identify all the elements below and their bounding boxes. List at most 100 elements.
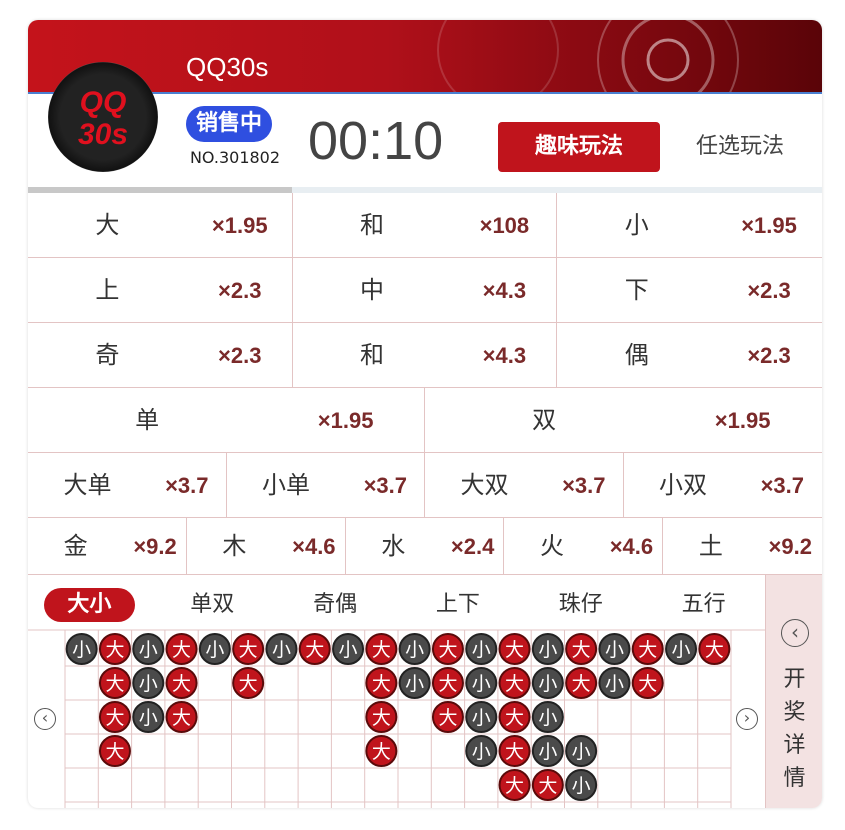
bet-label: 双 <box>532 406 557 434</box>
road-bead-text: 小 <box>139 673 158 695</box>
road-bead-text: 大 <box>705 639 724 661</box>
bet-label: 中 <box>360 276 385 304</box>
road-bead-text: 小 <box>572 741 591 763</box>
road-bead <box>365 701 398 733</box>
bet-label: 大 <box>95 211 120 239</box>
road-bead <box>365 667 398 699</box>
road-bead-text: 小 <box>538 741 557 763</box>
bet-label: 上 <box>95 276 120 304</box>
bet-odds: ×2.4 <box>450 534 495 559</box>
scroll-right[interactable]: › <box>736 708 758 730</box>
bet-odds: ×108 <box>479 213 530 238</box>
header-band <box>28 20 822 94</box>
odds-cell[interactable]: 火 ×4.6 <box>504 518 664 575</box>
road-bead <box>132 667 165 699</box>
odds-cell[interactable]: 金 ×9.2 <box>28 518 187 575</box>
road-tab[interactable]: 大小 <box>44 588 135 622</box>
road-bead-text: 小 <box>139 639 158 661</box>
odds-cell[interactable]: 上 ×2.3 <box>28 258 293 323</box>
road-bead <box>132 701 165 733</box>
bet-odds: ×2.3 <box>747 343 791 368</box>
odds-cell[interactable]: 单 ×1.95 <box>28 388 425 453</box>
road-bead-text: 小 <box>472 639 491 661</box>
mode-button[interactable]: 任选玩法 <box>695 134 784 159</box>
odds-cell[interactable]: 中 ×4.3 <box>292 258 558 323</box>
road-tab[interactable]: 单双 <box>190 592 235 617</box>
road-bead <box>598 633 631 665</box>
odds-cell[interactable]: 小 ×1.95 <box>557 193 822 258</box>
bet-label: 小双 <box>659 471 708 499</box>
road-bead <box>565 769 598 801</box>
bet-odds: ×3.7 <box>562 473 606 498</box>
bet-odds: ×3.7 <box>760 473 805 498</box>
road-bead <box>265 633 298 665</box>
game-title: QQ30s <box>186 52 269 82</box>
road-bead-text: 大 <box>172 639 191 661</box>
bet-label: 木 <box>222 532 247 560</box>
bet-odds: ×4.6 <box>292 534 336 559</box>
header-decoration <box>437 20 739 92</box>
issue-number: NO.301802 <box>189 148 281 167</box>
road-bead <box>332 633 365 665</box>
scroll-left[interactable]: ‹ <box>34 708 56 730</box>
mode-button[interactable]: 趣味玩法 <box>498 122 660 172</box>
odds-cell[interactable]: 小单 ×3.7 <box>226 453 425 518</box>
bet-label: 大单 <box>63 471 112 499</box>
odds-cell[interactable]: 奇 ×2.3 <box>28 323 293 388</box>
bet-label: 小 <box>624 211 649 239</box>
odds-cell[interactable]: 大双 ×3.7 <box>425 453 624 518</box>
road-bead <box>431 667 464 699</box>
odds-cell[interactable]: 和 ×108 <box>292 193 558 258</box>
bet-label: 奇 <box>95 341 120 369</box>
road-bead <box>565 735 598 767</box>
road-bead-text: 小 <box>472 673 491 695</box>
odds-cell[interactable]: 木 ×4.6 <box>186 518 346 575</box>
progress-bar <box>28 187 822 193</box>
road-bead-text: 大 <box>505 707 524 729</box>
road-bead <box>698 633 731 665</box>
road-bead-text: 大 <box>538 775 557 797</box>
road-bead <box>465 667 498 699</box>
odds-cell[interactable]: 水 ×2.4 <box>345 518 505 575</box>
road-bead <box>232 633 265 665</box>
odds-cell[interactable]: 下 ×2.3 <box>557 258 822 323</box>
odds-cell[interactable]: 土 ×9.2 <box>663 518 822 575</box>
road-bead-text: 大 <box>105 639 124 661</box>
road-bead-text: 大 <box>239 673 258 695</box>
road-bead-text: 大 <box>505 673 524 695</box>
odds-cell[interactable]: 大单 ×3.7 <box>28 453 227 518</box>
road-tab[interactable]: 上下 <box>435 592 480 617</box>
bet-odds: ×2.3 <box>218 278 262 303</box>
road-tab[interactable]: 奇偶 <box>313 592 358 617</box>
road-bead <box>165 667 198 699</box>
road-tab[interactable]: 五行 <box>681 592 726 617</box>
road-bead-text: 大 <box>372 707 391 729</box>
odds-cell[interactable]: 和 ×4.3 <box>292 323 558 388</box>
road-bead <box>198 633 231 665</box>
odds-cell[interactable]: 偶 ×2.3 <box>557 323 822 388</box>
road-bead-text: 小 <box>205 639 224 661</box>
road-bead-text: 大 <box>638 639 657 661</box>
road-bead <box>531 667 564 699</box>
road-bead <box>498 735 531 767</box>
side-panel[interactable]: ‹ 开奖详情 <box>765 575 822 808</box>
road-bead-text: 大 <box>372 639 391 661</box>
bet-label: 小单 <box>262 471 311 499</box>
road-bead-text: 大 <box>638 673 657 695</box>
bet-odds: ×1.95 <box>317 408 374 433</box>
odds-cell[interactable]: 大 ×1.95 <box>28 193 293 258</box>
odds-cell[interactable]: 双 ×1.95 <box>425 388 822 453</box>
road-bead <box>232 667 265 699</box>
bet-odds: ×9.2 <box>133 534 177 559</box>
road-bead-text: 小 <box>605 639 624 661</box>
bet-odds: ×3.7 <box>363 473 408 498</box>
bet-label: 和 <box>360 211 385 239</box>
road-tab[interactable]: 珠仔 <box>558 592 603 617</box>
road-bead-text: 大 <box>172 707 191 729</box>
road-bead <box>365 633 398 665</box>
bet-label: 土 <box>698 532 723 560</box>
road-bead-text: 小 <box>572 775 591 797</box>
road-bead-text: 小 <box>339 639 358 661</box>
odds-cell[interactable]: 小双 ×3.7 <box>623 453 822 518</box>
side-icon: ‹ <box>781 619 809 647</box>
